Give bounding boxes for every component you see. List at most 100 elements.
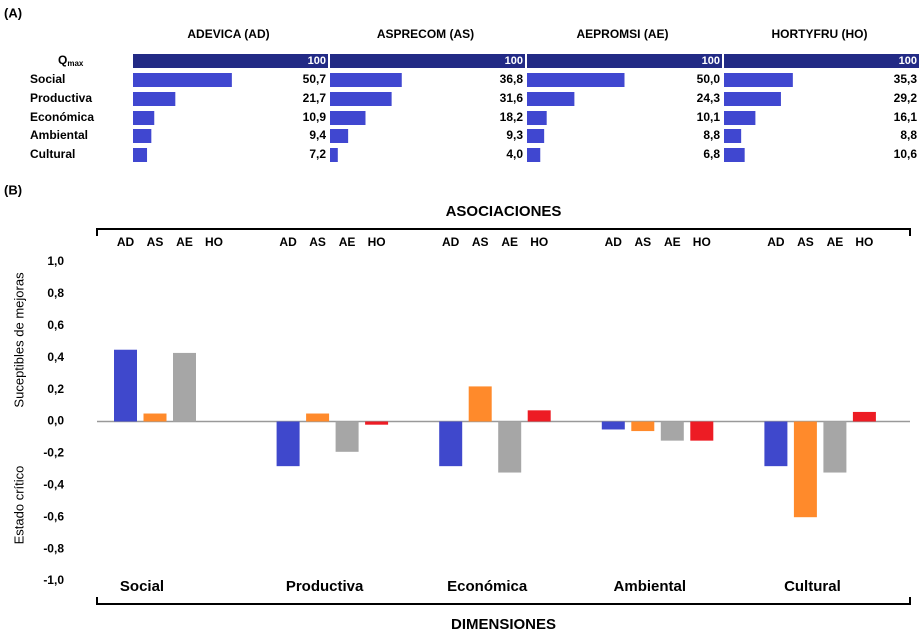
value-label: 10,6 <box>894 147 918 161</box>
value-label: 50,7 <box>303 72 327 86</box>
bar <box>114 349 137 422</box>
bar <box>173 352 196 422</box>
bar <box>852 411 876 422</box>
bar <box>724 148 745 162</box>
bottom-axis-bracket <box>96 597 911 605</box>
legend-label: AE <box>176 235 193 249</box>
column-header: ADEVICA (AD) <box>187 27 269 41</box>
qmax-value: 100 <box>702 55 720 67</box>
bar <box>276 421 300 467</box>
x-tick-label: Social <box>120 578 164 595</box>
value-label: 10,1 <box>697 110 721 124</box>
y-tick-label: -0,6 <box>43 509 64 523</box>
value-label: 24,3 <box>697 91 721 105</box>
bar <box>330 73 402 87</box>
bar <box>498 421 522 473</box>
panel-label: (A) <box>4 5 22 20</box>
row-label: Económica <box>30 110 94 124</box>
bar <box>365 421 389 425</box>
legend-label: AE <box>501 235 518 249</box>
bar <box>631 421 655 432</box>
annotation: Suceptibles de mejoras <box>11 272 26 408</box>
column-header: AEPROMSI (AE) <box>576 27 668 41</box>
bar <box>133 73 232 87</box>
bar <box>527 410 551 422</box>
value-label: 36,8 <box>500 72 524 86</box>
legend-label: HO <box>368 235 386 249</box>
bar <box>133 111 155 125</box>
legend-label: AD <box>767 235 785 249</box>
x-tick-label: Económica <box>447 578 528 595</box>
legend-label: AS <box>634 235 651 249</box>
bar <box>335 421 359 452</box>
bar <box>527 129 545 143</box>
value-label: 29,2 <box>894 91 918 105</box>
legend-label: HO <box>855 235 873 249</box>
legend-label: AE <box>664 235 681 249</box>
legend-label: HO <box>205 235 223 249</box>
qmax-sub: max <box>67 59 84 68</box>
bar <box>306 413 330 422</box>
legend-label: HO <box>693 235 711 249</box>
legend-label: AD <box>117 235 135 249</box>
row-label: Ambiental <box>30 128 88 142</box>
legend-label: AS <box>797 235 814 249</box>
bar <box>330 129 349 143</box>
legend-label: AS <box>147 235 164 249</box>
panel-label: (B) <box>4 182 22 197</box>
value-label: 50,0 <box>697 72 721 86</box>
value-label: 4,0 <box>506 147 523 161</box>
y-tick-label: 0,8 <box>47 286 64 300</box>
bar <box>439 421 463 467</box>
bar <box>330 92 392 106</box>
value-label: 21,7 <box>303 91 327 105</box>
y-tick-label: -0,4 <box>43 477 64 491</box>
column-header: HORTYFRU (HO) <box>772 27 868 41</box>
bar <box>724 129 742 143</box>
x-tick-label: Ambiental <box>614 578 687 595</box>
y-tick-label: -0,8 <box>43 541 64 555</box>
y-tick-label: 1,0 <box>47 254 64 268</box>
value-label: 6,8 <box>703 147 720 161</box>
bar <box>724 92 781 106</box>
x-tick-label: Cultural <box>784 578 841 595</box>
bar <box>764 421 788 467</box>
bar <box>823 421 847 473</box>
value-label: 31,6 <box>500 91 524 105</box>
qmax-bar <box>330 54 525 68</box>
bar <box>724 111 756 125</box>
y-tick-label: 0,2 <box>47 382 64 396</box>
legend-label: AD <box>605 235 623 249</box>
bar <box>793 421 817 518</box>
bar <box>527 148 541 162</box>
bar <box>724 73 793 87</box>
y-tick-label: 0,0 <box>47 414 64 428</box>
legend-label: AS <box>472 235 489 249</box>
bar <box>660 421 684 441</box>
value-label: 8,8 <box>900 128 917 142</box>
value-label: 7,2 <box>309 147 326 161</box>
qmax-base: Q <box>58 53 67 67</box>
y-tick-label: 0,6 <box>47 318 64 332</box>
bar <box>527 111 547 125</box>
legend-label: AS <box>309 235 326 249</box>
y-tick-label: -1,0 <box>43 573 64 587</box>
top-axis-bracket <box>96 228 911 236</box>
legend-label: AE <box>827 235 844 249</box>
bar <box>690 421 714 441</box>
bar <box>468 386 492 422</box>
bar <box>330 111 366 125</box>
legend-label: AD <box>442 235 460 249</box>
value-label: 18,2 <box>500 110 524 124</box>
bar <box>143 413 167 422</box>
legend-label: HO <box>530 235 548 249</box>
row-label: Productiva <box>30 91 92 105</box>
y-tick-label: -0,2 <box>43 446 64 460</box>
bar <box>133 148 148 162</box>
value-label: 10,9 <box>303 110 327 124</box>
row-label: Cultural <box>30 147 75 161</box>
column-header: ASPRECOM (AS) <box>377 27 474 41</box>
qmax-bar <box>527 54 722 68</box>
bar <box>330 148 338 162</box>
